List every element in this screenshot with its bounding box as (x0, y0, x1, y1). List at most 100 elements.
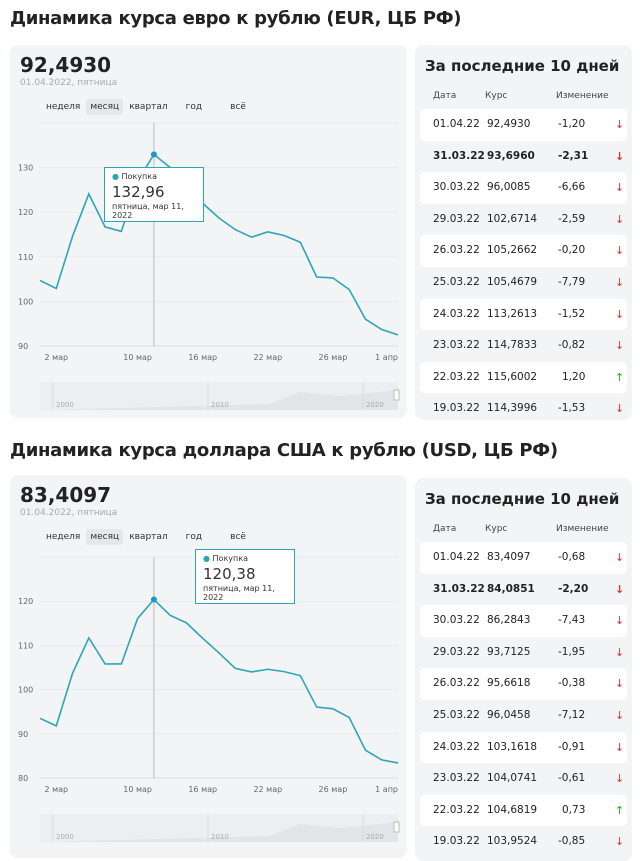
navigator-area (40, 390, 398, 410)
row-change: -1,95 (558, 645, 586, 658)
row-rate: 103,9524 (487, 835, 538, 848)
row-date: 31.03.22 (433, 149, 485, 162)
tab-1[interactable]: месяц (86, 529, 124, 545)
table-row[interactable]: 01.04.22 83,4097 -0,68 ↓ (420, 542, 627, 574)
chart-tooltip: ● Покупка 120,38 пятница, мар 11, 2022 (195, 549, 295, 604)
navigator-year-label: 2010 (211, 401, 229, 409)
table-row[interactable]: 24.03.22 113,2613 -1,52 ↓ (420, 298, 627, 331)
table-row[interactable]: 22.03.22 115,6002 1,20 ↑ (420, 361, 627, 394)
x-tick-label: 22 мар (253, 785, 282, 794)
row-rate: 83,4097 (487, 551, 531, 563)
row-date: 22.03.22 (433, 803, 480, 816)
table-row[interactable]: 29.03.22 102,6714 -2,59 ↓ (420, 204, 627, 236)
y-tick-label: 100 (18, 297, 33, 306)
table-row[interactable]: 26.03.22 95,6618 -0,38 ↓ (420, 668, 627, 700)
current-rate: 83,4097 (20, 483, 112, 507)
arrow-down-icon: ↓ (615, 740, 625, 754)
navigator-year-label: 2020 (366, 401, 384, 409)
row-rate: 95,6618 (487, 677, 531, 690)
row-rate: 86,2843 (487, 614, 531, 627)
table-row[interactable]: 22.03.22 104,6819 0,73 ↑ (420, 794, 627, 827)
tab-1[interactable]: месяц (86, 99, 124, 115)
tab-2[interactable]: квартал (129, 102, 168, 112)
table-row[interactable]: 31.03.22 84,0851 -2,20 ↓ (420, 574, 627, 606)
table-row[interactable]: 26.03.22 105,2662 -0,20 ↓ (420, 235, 627, 267)
row-change: 0,73 (562, 803, 586, 816)
table-row[interactable]: 25.03.22 105,4679 -7,79 ↓ (420, 267, 627, 299)
tab-2[interactable]: квартал (129, 532, 168, 542)
usd-chart-card: 83,4097 01.04.2022, пятница неделя месяц к… (10, 475, 407, 858)
current-date: 01.04.2022, пятница (20, 78, 118, 88)
table-row[interactable]: 19.03.22 114,3996 -1,53 ↓ (420, 393, 627, 425)
row-rate: 115,6002 (487, 370, 538, 383)
table-row[interactable]: 24.03.22 103,1618 -0,91 ↓ (420, 731, 627, 764)
row-rate: 103,1618 (487, 740, 538, 753)
row-date: 25.03.22 (433, 708, 480, 721)
y-tick-label: 90 (18, 730, 28, 739)
eur-last-10-days-panel: За последние 10 дней Дата Курс Изменение… (415, 45, 632, 420)
row-date: 23.03.22 (433, 339, 480, 352)
row-date: 01.04.22 (433, 118, 480, 130)
y-tick-label: 100 (18, 686, 33, 695)
tab-4[interactable]: всё (230, 532, 246, 542)
y-tick-label: 120 (18, 597, 33, 606)
header-change: Изменение (556, 91, 609, 101)
table-row[interactable]: 23.03.22 104,0741 -0,61 ↓ (420, 763, 627, 795)
row-rate: 102,6714 (487, 212, 538, 225)
arrow-down-icon: ↓ (615, 645, 625, 659)
navigator-handle[interactable] (393, 389, 400, 401)
table-row[interactable]: 19.03.22 103,9524 -0,85 ↓ (420, 826, 627, 858)
series-dot-icon: ● (203, 554, 210, 563)
table-row[interactable]: 01.04.22 92,4930 -1,20 ↓ (420, 109, 627, 141)
header-date: Дата (433, 524, 457, 534)
tab-0[interactable]: неделя (46, 532, 81, 542)
x-tick-label: 2 мар (44, 353, 68, 362)
row-rate: 96,0458 (487, 708, 531, 721)
table-row[interactable]: 30.03.22 86,2843 -7,43 ↓ (420, 605, 627, 637)
eur-line-chart[interactable]: 90 100 110 120 130 2 мар 10 мар 16 мар 22 мар 26 … (10, 45, 407, 418)
row-change: -1,20 (558, 118, 586, 130)
tab-0[interactable]: неделя (46, 102, 81, 112)
x-tick-label: 16 мар (188, 785, 217, 794)
row-date: 26.03.22 (433, 677, 480, 690)
table-row[interactable]: 29.03.22 93,7125 -1,95 ↓ (420, 637, 627, 669)
row-rate: 104,0741 (487, 772, 538, 785)
usd-line-chart[interactable]: 80 90 100 110 120 2 мар 10 мар 16 мар 22 мар 26 м… (10, 475, 407, 858)
table-row[interactable]: 31.03.22 93,6960 -2,31 ↓ (420, 141, 627, 173)
usd-last-10-days-panel: За последние 10 дней Дата Курс Изменение… (415, 478, 632, 861)
row-change: -0,20 (558, 244, 586, 257)
row-date: 26.03.22 (433, 244, 480, 257)
table-row[interactable]: 25.03.22 96,0458 -7,12 ↓ (420, 700, 627, 732)
arrow-down-icon: ↓ (615, 307, 625, 321)
table-row[interactable]: 30.03.22 96,0085 -6,66 ↓ (420, 172, 627, 204)
x-tick-label: 1 апр (375, 785, 398, 794)
y-tick-label: 90 (18, 342, 28, 351)
row-date: 29.03.22 (433, 645, 480, 658)
row-date: 01.04.22 (433, 551, 480, 563)
y-tick-label: 80 (18, 774, 28, 783)
row-rate: 113,2613 (487, 307, 538, 320)
row-rate: 96,0085 (487, 181, 531, 194)
x-tick-label: 26 мар (319, 785, 348, 794)
arrow-down-icon: ↓ (615, 551, 625, 564)
navigator-area (40, 822, 398, 842)
header-rate: Курс (485, 91, 508, 101)
arrow-down-icon: ↓ (615, 614, 625, 628)
row-date: 25.03.22 (433, 275, 480, 288)
navigator-handle[interactable] (393, 821, 400, 833)
x-tick-label: 10 мар (123, 353, 152, 362)
rates-table: 01.04.22 83,4097 -0,68 ↓ 31.03.22 84,0851 -2,2… (420, 542, 627, 858)
tooltip-value: 132,96 (112, 183, 165, 201)
x-tick-label: 26 мар (319, 353, 348, 362)
row-change: -7,43 (558, 614, 586, 627)
row-date: 19.03.22 (433, 402, 480, 415)
header-rate: Курс (485, 524, 508, 534)
highlighted-point (150, 596, 157, 603)
table-row[interactable]: 23.03.22 114,7833 -0,82 ↓ (420, 330, 627, 362)
tab-3[interactable]: год (185, 532, 203, 542)
tab-3[interactable]: год (185, 102, 203, 112)
row-rate: 104,6819 (487, 803, 538, 816)
current-rate: 92,4930 (20, 53, 112, 77)
tab-4[interactable]: всё (230, 102, 246, 112)
row-rate: 105,4679 (487, 275, 538, 288)
